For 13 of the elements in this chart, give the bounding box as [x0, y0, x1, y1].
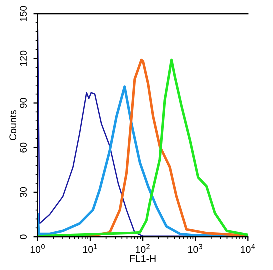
x-axis-title: FL1-H: [130, 256, 156, 262]
x-tick-label: 10$^{1}$: [83, 244, 98, 254]
y-tick-label: 120: [20, 50, 27, 66]
y-axis-title: Counts: [10, 110, 17, 140]
y-tick-label: 60: [20, 142, 27, 153]
y-tick-label: 90: [20, 98, 27, 108]
y-tick-label: 0: [20, 234, 27, 240]
y-tick-label: 150: [20, 6, 27, 22]
x-tick-label: 10$^{4}$: [241, 244, 256, 254]
x-tick-label: 10$^{3}$: [188, 244, 203, 254]
x-tick-label: 10$^{0}$: [30, 244, 45, 254]
y-tick-label: 30: [20, 187, 27, 198]
x-tick-label: 10$^{2}$: [136, 244, 150, 254]
